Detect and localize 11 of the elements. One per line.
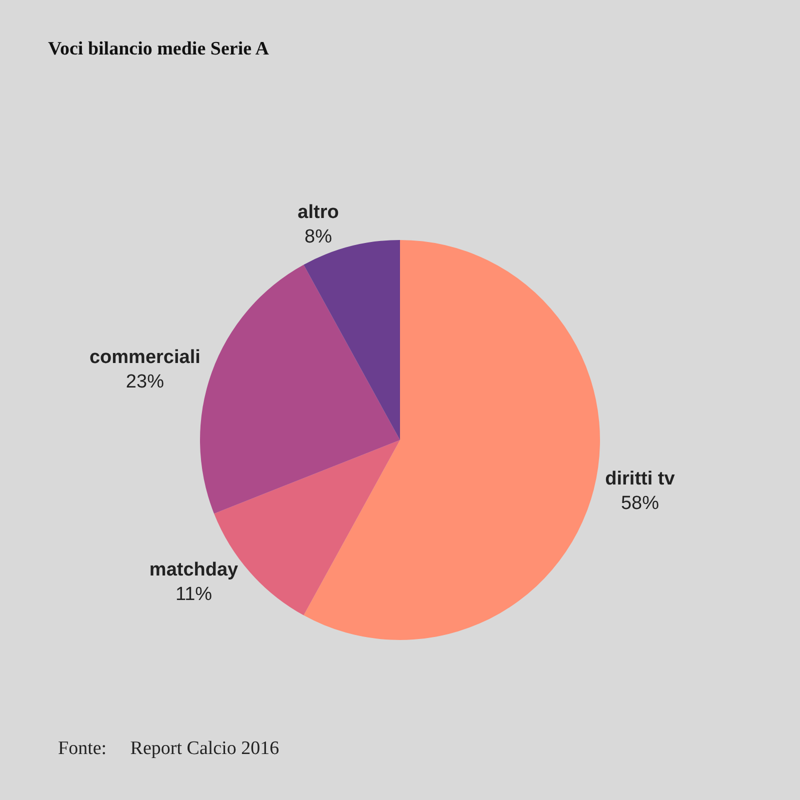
- chart-title: Voci bilancio medie Serie A: [48, 38, 270, 60]
- data-label: 11%: [175, 584, 212, 606]
- slice-label: matchday: [149, 559, 239, 580]
- pie-slice: [200, 264, 400, 514]
- source-note: Fonte: Report Calcio 2016: [58, 738, 280, 759]
- slice-label: commerciali: [89, 346, 200, 368]
- data-label: 58%: [620, 493, 660, 514]
- data-label: 23%: [126, 371, 164, 392]
- slice-label: diritti tv: [605, 468, 676, 490]
- slice-label: altro: [298, 202, 339, 223]
- data-label: 8%: [304, 226, 332, 248]
